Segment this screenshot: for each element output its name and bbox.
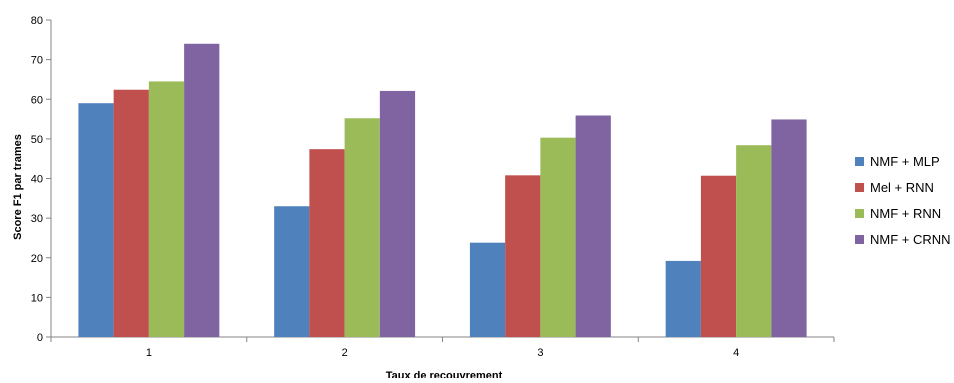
bar [469, 242, 506, 337]
legend-label: NMF + CRNN [870, 232, 951, 247]
legend-swatch [855, 235, 864, 244]
legend-label: NMF + RNN [870, 206, 941, 221]
y-tick-label: 50 [31, 134, 43, 146]
bar [736, 145, 772, 337]
x-tick-label: 4 [733, 347, 739, 359]
bar [771, 119, 807, 338]
y-tick-label: 70 [31, 55, 43, 67]
y-tick-label: 80 [31, 15, 43, 27]
y-tick-label: 0 [37, 332, 43, 344]
y-tick-label: 60 [31, 94, 43, 106]
bar [344, 118, 380, 338]
legend: NMF + MLP Mel + RNN NMF + RNN NMF + CRNN [855, 154, 951, 247]
y-tick-label: 40 [31, 174, 43, 186]
x-axis-title: Taux de recouvrement [386, 370, 503, 378]
x-tick-label: 3 [537, 347, 543, 359]
x-tick-label: 2 [342, 347, 348, 359]
bar [309, 149, 345, 337]
legend-swatch [855, 209, 864, 218]
bar [540, 137, 576, 337]
legend-label: NMF + MLP [870, 154, 940, 169]
y-tick-label: 30 [31, 213, 43, 225]
bar [665, 260, 701, 337]
bar [184, 43, 220, 338]
bar [148, 81, 185, 337]
bar [78, 103, 114, 338]
bar [274, 206, 310, 337]
bar [700, 175, 737, 337]
legend-swatch [855, 157, 864, 166]
legend-label: Mel + RNN [870, 180, 934, 195]
bar [379, 90, 416, 338]
bar [575, 115, 611, 337]
x-tick-label: 1 [146, 347, 152, 359]
bar [113, 89, 149, 338]
y-axis-title: Score F1 par trames [12, 134, 24, 240]
legend-swatch [855, 183, 864, 192]
y-tick-label: 10 [31, 292, 43, 304]
y-tick-label: 20 [31, 253, 43, 265]
bar [505, 175, 541, 337]
